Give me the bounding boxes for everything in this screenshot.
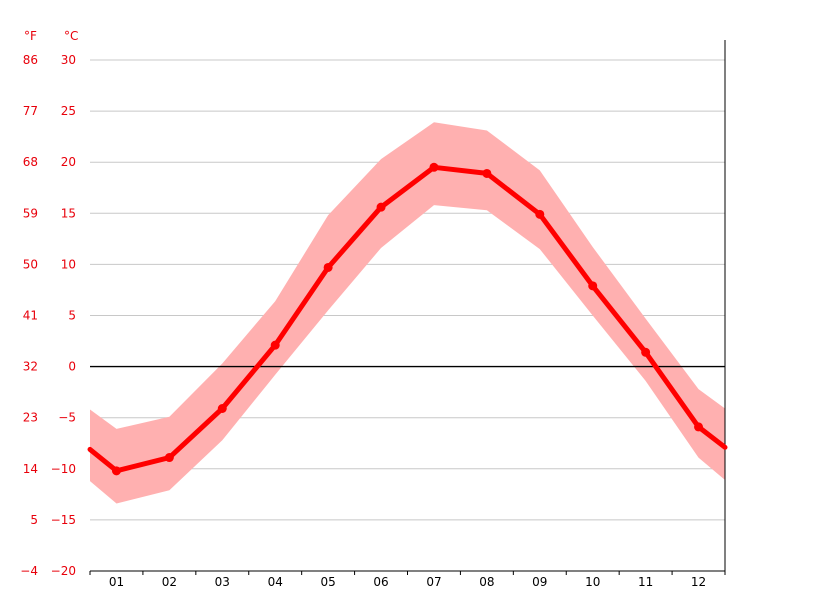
mean-temperature-point [641, 347, 651, 357]
x-tick-label: 01 [109, 575, 124, 589]
x-tick-label: 10 [585, 575, 600, 589]
mean-temperature-point [164, 453, 174, 463]
x-tick-label: 07 [426, 575, 441, 589]
y-tick-label-fahrenheit: 41 [23, 309, 38, 323]
x-tick-label: 03 [215, 575, 230, 589]
y-tick-label-fahrenheit: −4 [20, 564, 38, 578]
y-tick-label-fahrenheit: 50 [23, 257, 38, 271]
mean-temperature-point [217, 404, 227, 414]
celsius-unit-label: °C [64, 29, 78, 43]
mean-temperature-points [111, 162, 704, 476]
y-tick-label-celsius: 15 [61, 206, 76, 220]
y-tick-label-fahrenheit: 68 [23, 155, 38, 169]
y-tick-label-celsius: 10 [61, 257, 76, 271]
mean-temperature-point [111, 466, 121, 476]
y-axis-labels: 86 30 77 25 68 20 59 15 50 10 41 5 32 0 23 −5 14 −10 5 −15 −… [20, 53, 76, 578]
mean-temperature-point [376, 202, 386, 212]
y-tick-label-celsius: 5 [68, 309, 76, 323]
fahrenheit-unit-label: °F [24, 29, 37, 43]
y-tick-label-celsius: −20 [51, 564, 76, 578]
y-tick-label-celsius: −5 [58, 411, 76, 425]
x-tick-label: 09 [532, 575, 547, 589]
x-tick-label: 11 [638, 575, 653, 589]
y-tick-label-fahrenheit: 77 [23, 104, 38, 118]
mean-temperature-point [323, 262, 333, 272]
mean-temperature-point [482, 168, 492, 178]
x-axis-labels: 01 02 03 04 05 06 07 08 09 10 11 12 [109, 575, 706, 589]
x-tick-label: 04 [268, 575, 283, 589]
y-tick-label-fahrenheit: 5 [30, 513, 38, 527]
y-tick-label-celsius: 20 [61, 155, 76, 169]
y-tick-label-celsius: −10 [51, 462, 76, 476]
mean-temperature-point [535, 209, 545, 219]
x-tick-label: 02 [162, 575, 177, 589]
y-tick-label-celsius: −15 [51, 513, 76, 527]
mean-temperature-line [87, 164, 728, 474]
x-tick-label: 05 [320, 575, 335, 589]
x-axis [89, 40, 726, 575]
x-tick-label: 06 [373, 575, 388, 589]
y-tick-label-celsius: 25 [61, 104, 76, 118]
y-tick-label-fahrenheit: 23 [23, 411, 38, 425]
mean-temperature-point [694, 422, 704, 432]
y-tick-label-celsius: 0 [68, 360, 76, 374]
temperature-range-band [90, 122, 725, 504]
x-tick-label: 12 [691, 575, 706, 589]
y-tick-label-celsius: 30 [61, 53, 76, 67]
y-tick-label-fahrenheit: 32 [23, 360, 38, 374]
mean-temperature-point [429, 162, 439, 172]
y-tick-label-fahrenheit: 86 [23, 53, 38, 67]
mean-temperature-point [270, 340, 280, 350]
y-tick-label-fahrenheit: 59 [23, 206, 38, 220]
y-tick-label-fahrenheit: 14 [23, 462, 38, 476]
mean-temperature-point [588, 281, 598, 291]
x-tick-label: 08 [479, 575, 494, 589]
